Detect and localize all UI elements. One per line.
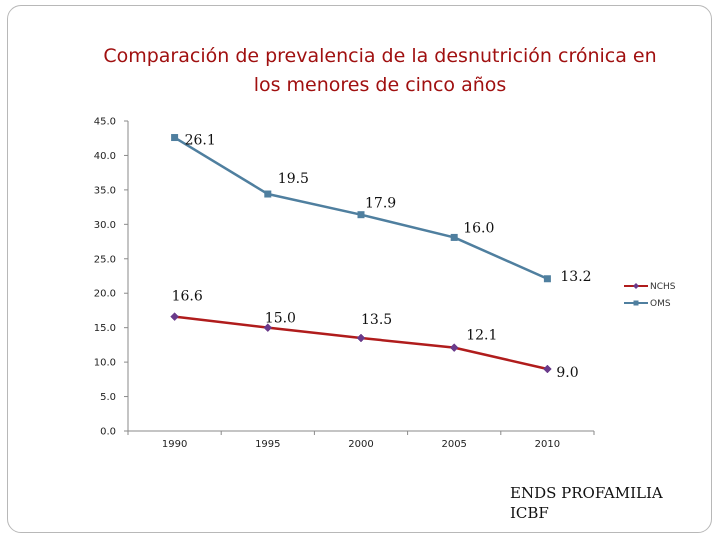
data-point-oms [543,275,551,283]
data-point-nchs [356,333,366,343]
data-label-nchs: 13.5 [361,312,392,328]
data-point-nchs [170,312,179,321]
y-tick-label: 10.0 [94,358,116,369]
y-tick-label: 25.0 [94,254,116,265]
y-tick-label: 30.0 [94,220,116,231]
data-label-oms: 16.0 [463,220,494,236]
series-line-oms [173,136,548,280]
y-tick-label: 15.0 [94,323,116,334]
data-label-oms: 13.2 [560,269,591,285]
data-label-oms: 26.1 [185,133,216,149]
chart-title: Comparación de prevalencia de la desnutr… [60,42,700,100]
data-label-nchs: 12.1 [466,328,497,344]
legend-marker-nchs [633,283,639,289]
data-point-oms [450,233,458,241]
source-note: ENDS PROFAMILIA ICBF [510,483,663,523]
chart-title-line-1: Comparación de prevalencia de la desnutr… [103,45,657,67]
y-tick-label: 0.0 [100,427,116,438]
chart-title-line-2: los menores de cinco años [253,74,507,96]
y-tick-label: 45.0 [94,117,116,128]
data-label-oms: 19.5 [278,171,309,187]
y-tick-label: 35.0 [94,185,116,196]
source-line-1: ENDS PROFAMILIA [510,484,663,502]
y-tick-label: 5.0 [100,392,116,403]
data-label-oms: 17.9 [365,196,396,212]
data-point-nchs [263,323,273,333]
legend-marker-oms [633,300,639,306]
data-point-oms [357,211,365,219]
data-label-nchs: 9.0 [556,365,578,381]
legend-label-oms: OMS [650,299,671,309]
x-tick-label: 1990 [162,439,187,450]
data-point-oms [171,134,179,142]
y-tick-label: 40.0 [94,151,116,162]
x-tick-label: 2005 [441,439,466,450]
y-tick-label: 20.0 [94,289,116,300]
slide-frame [7,5,712,533]
x-tick-label: 2000 [348,439,373,450]
data-point-nchs [449,343,459,352]
x-tick-label: 2010 [535,439,560,450]
data-point-nchs [543,364,552,374]
data-point-oms [264,190,272,198]
source-line-2: ICBF [510,504,549,522]
legend-label-nchs: NCHS [650,282,676,292]
data-label-nchs: 15.0 [265,311,296,327]
x-tick-label: 1995 [255,439,280,450]
data-label-nchs: 16.6 [172,289,203,305]
